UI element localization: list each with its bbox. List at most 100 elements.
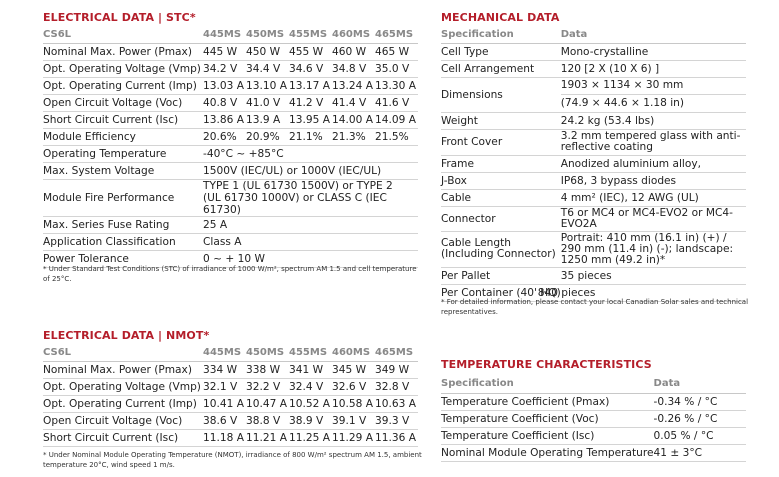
row-label: Cable Length (Including Connector) [441, 231, 561, 268]
stc-title: ELECTRICAL DATA | STC* [43, 11, 196, 24]
table-row: Nominal Module Operating Temperature 41 … [441, 444, 746, 462]
table-row: Power Tolerance 0 ~ + 10 W [43, 250, 418, 268]
cell-value: 450 W [246, 43, 289, 61]
cell-value: 25 A [203, 216, 418, 234]
cell-value: 349 W [375, 361, 418, 379]
table-row: Operating Temperature -40°C ~ +85°C [43, 145, 418, 163]
cell-value: 13.30 A [375, 77, 418, 95]
cell-value: 3.2 mm tempered glass with anti-reflecti… [560, 129, 746, 156]
table-row: Opt. Operating Current (Imp) 13.03 A 13.… [43, 77, 418, 95]
stc-header-col: 460MS [332, 28, 375, 44]
temp-header-data: Data [653, 376, 746, 394]
table-row: Nominal Max. Power (Pmax) 445 W 450 W 45… [43, 43, 418, 61]
row-label: Short Circuit Current (Isc) [43, 111, 203, 129]
cell-value: 39.1 V [332, 412, 375, 430]
table-row: Max. System Voltage 1500V (IEC/UL) or 10… [43, 162, 418, 180]
cell-value: 20.9% [246, 128, 289, 146]
nmot-title: ELECTRICAL DATA | NMOT* [43, 329, 210, 342]
cell-value: Class A [203, 233, 418, 251]
cell-value: 11.25 A [289, 429, 332, 447]
row-label: Front Cover [441, 129, 561, 156]
row-label: J-Box [441, 172, 561, 190]
cell-value: 11.29 A [332, 429, 375, 447]
cell-value: 13.86 A [203, 111, 246, 129]
table-row: Cable Length (Including Connector) Portr… [441, 231, 746, 268]
row-label: Weight [441, 112, 561, 130]
stc-header-col: 465MS [375, 28, 418, 44]
cell-value: -0.26 % / °C [653, 410, 746, 428]
table-row: Opt. Operating Current (Imp) 10.41 A 10.… [43, 395, 418, 413]
cell-value: 34.8 V [332, 60, 375, 78]
row-label: Nominal Module Operating Temperature [441, 444, 654, 462]
row-label: Max. Series Fuse Rating [43, 216, 203, 234]
cell-value: 14.09 A [375, 111, 418, 129]
cell-value: 41.0 V [246, 94, 289, 112]
table-row: Cell Type Mono-crystalline [441, 43, 746, 61]
cell-value: 32.4 V [289, 378, 332, 396]
mech-table: Specification Data Cell Type Mono-crysta… [441, 28, 746, 302]
cell-value: 32.8 V [375, 378, 418, 396]
row-label: Nominal Max. Power (Pmax) [43, 43, 203, 61]
table-row: Front Cover 3.2 mm tempered glass with a… [441, 129, 746, 156]
table-row: Application Classification Class A [43, 233, 418, 251]
cell-value: 455 W [289, 43, 332, 61]
row-label: Opt. Operating Current (Imp) [43, 395, 203, 413]
row-label: Power Tolerance [43, 250, 203, 268]
cell-value: 13.10 A [246, 77, 289, 95]
row-label: Short Circuit Current (Isc) [43, 429, 203, 447]
table-row: Cell Arrangement 120 [2 X (10 X 6) ] [441, 60, 746, 78]
cell-value: 13.95 A [289, 111, 332, 129]
row-label: Module Efficiency [43, 128, 203, 146]
stc-header-col: 455MS [289, 28, 332, 44]
cell-value: 11.18 A [203, 429, 246, 447]
temp-header-row: Specification Data [441, 376, 746, 394]
row-label: Dimensions [441, 77, 561, 113]
table-row: Temperature Coefficient (Isc) 0.05 % / °… [441, 427, 746, 445]
table-row: Module Fire Performance TYPE 1 (UL 61730… [43, 179, 418, 217]
table-row: Per Pallet 35 pieces [441, 267, 746, 285]
table-row: Dimensions 1903 × 1134 × 30 mm (74.9 × 4… [441, 77, 746, 113]
row-label: Operating Temperature [43, 145, 203, 163]
row-label: Cell Arrangement [441, 60, 561, 78]
cell-value: 13.9 A [246, 111, 289, 129]
cell-value: 34.2 V [203, 60, 246, 78]
row-label: Opt. Operating Voltage (Vmp) [43, 60, 203, 78]
stc-header-row: CS6L 445MS 450MS 455MS 460MS 465MS [43, 28, 418, 44]
cell-value: 11.36 A [375, 429, 418, 447]
table-row: Nominal Max. Power (Pmax) 334 W 338 W 34… [43, 361, 418, 379]
cell-value: TYPE 1 (UL 61730 1500V) or TYPE 2 (UL 61… [203, 179, 418, 217]
cell-value: 41.2 V [289, 94, 332, 112]
cell-value: Mono-crystalline [560, 43, 746, 61]
cell-value: 341 W [289, 361, 332, 379]
cell-value: 41.4 V [332, 94, 375, 112]
cell-value: 11.21 A [246, 429, 289, 447]
table-row: Max. Series Fuse Rating 25 A [43, 216, 418, 234]
stc-footnote: * Under Standard Test Conditions (STC) o… [43, 265, 417, 283]
nmot-table: CS6L 445MS 450MS 455MS 460MS 465MS Nomin… [43, 346, 418, 447]
cell-value: T6 or MC4 or MC4-EVO2 or MC4-EVO2A [560, 206, 746, 232]
cell-value: 14.00 A [332, 111, 375, 129]
cell-value: 20.6% [203, 128, 246, 146]
cell-value: 0 ~ + 10 W [203, 250, 418, 268]
table-row: Short Circuit Current (Isc) 13.86 A 13.9… [43, 111, 418, 129]
row-label: Module Fire Performance [43, 179, 203, 217]
table-row: Opt. Operating Voltage (Vmp) 34.2 V 34.4… [43, 60, 418, 78]
mech-header-spec: Specification [441, 28, 561, 44]
cell-value: 21.1% [289, 128, 332, 146]
cell-value: 10.41 A [203, 395, 246, 413]
cell-value: 21.3% [332, 128, 375, 146]
row-label: Connector [441, 206, 561, 232]
table-row: Cable 4 mm² (IEC), 12 AWG (UL) [441, 189, 746, 207]
nmot-header-model: CS6L [43, 346, 203, 362]
nmot-header-row: CS6L 445MS 450MS 455MS 460MS 465MS [43, 346, 418, 362]
temp-header-spec: Specification [441, 376, 654, 394]
cell-value: 334 W [203, 361, 246, 379]
cell-value: 39.3 V [375, 412, 418, 430]
mech-title: MECHANICAL DATA [441, 11, 560, 24]
stc-table: CS6L 445MS 450MS 455MS 460MS 465MS Nomin… [43, 28, 418, 268]
table-row: Temperature Coefficient (Voc) -0.26 % / … [441, 410, 746, 428]
table-row: Open Circuit Voltage (Voc) 40.8 V 41.0 V… [43, 94, 418, 112]
cell-value: 35 pieces [560, 267, 746, 285]
cell-value: 445 W [203, 43, 246, 61]
cell-value: 38.8 V [246, 412, 289, 430]
